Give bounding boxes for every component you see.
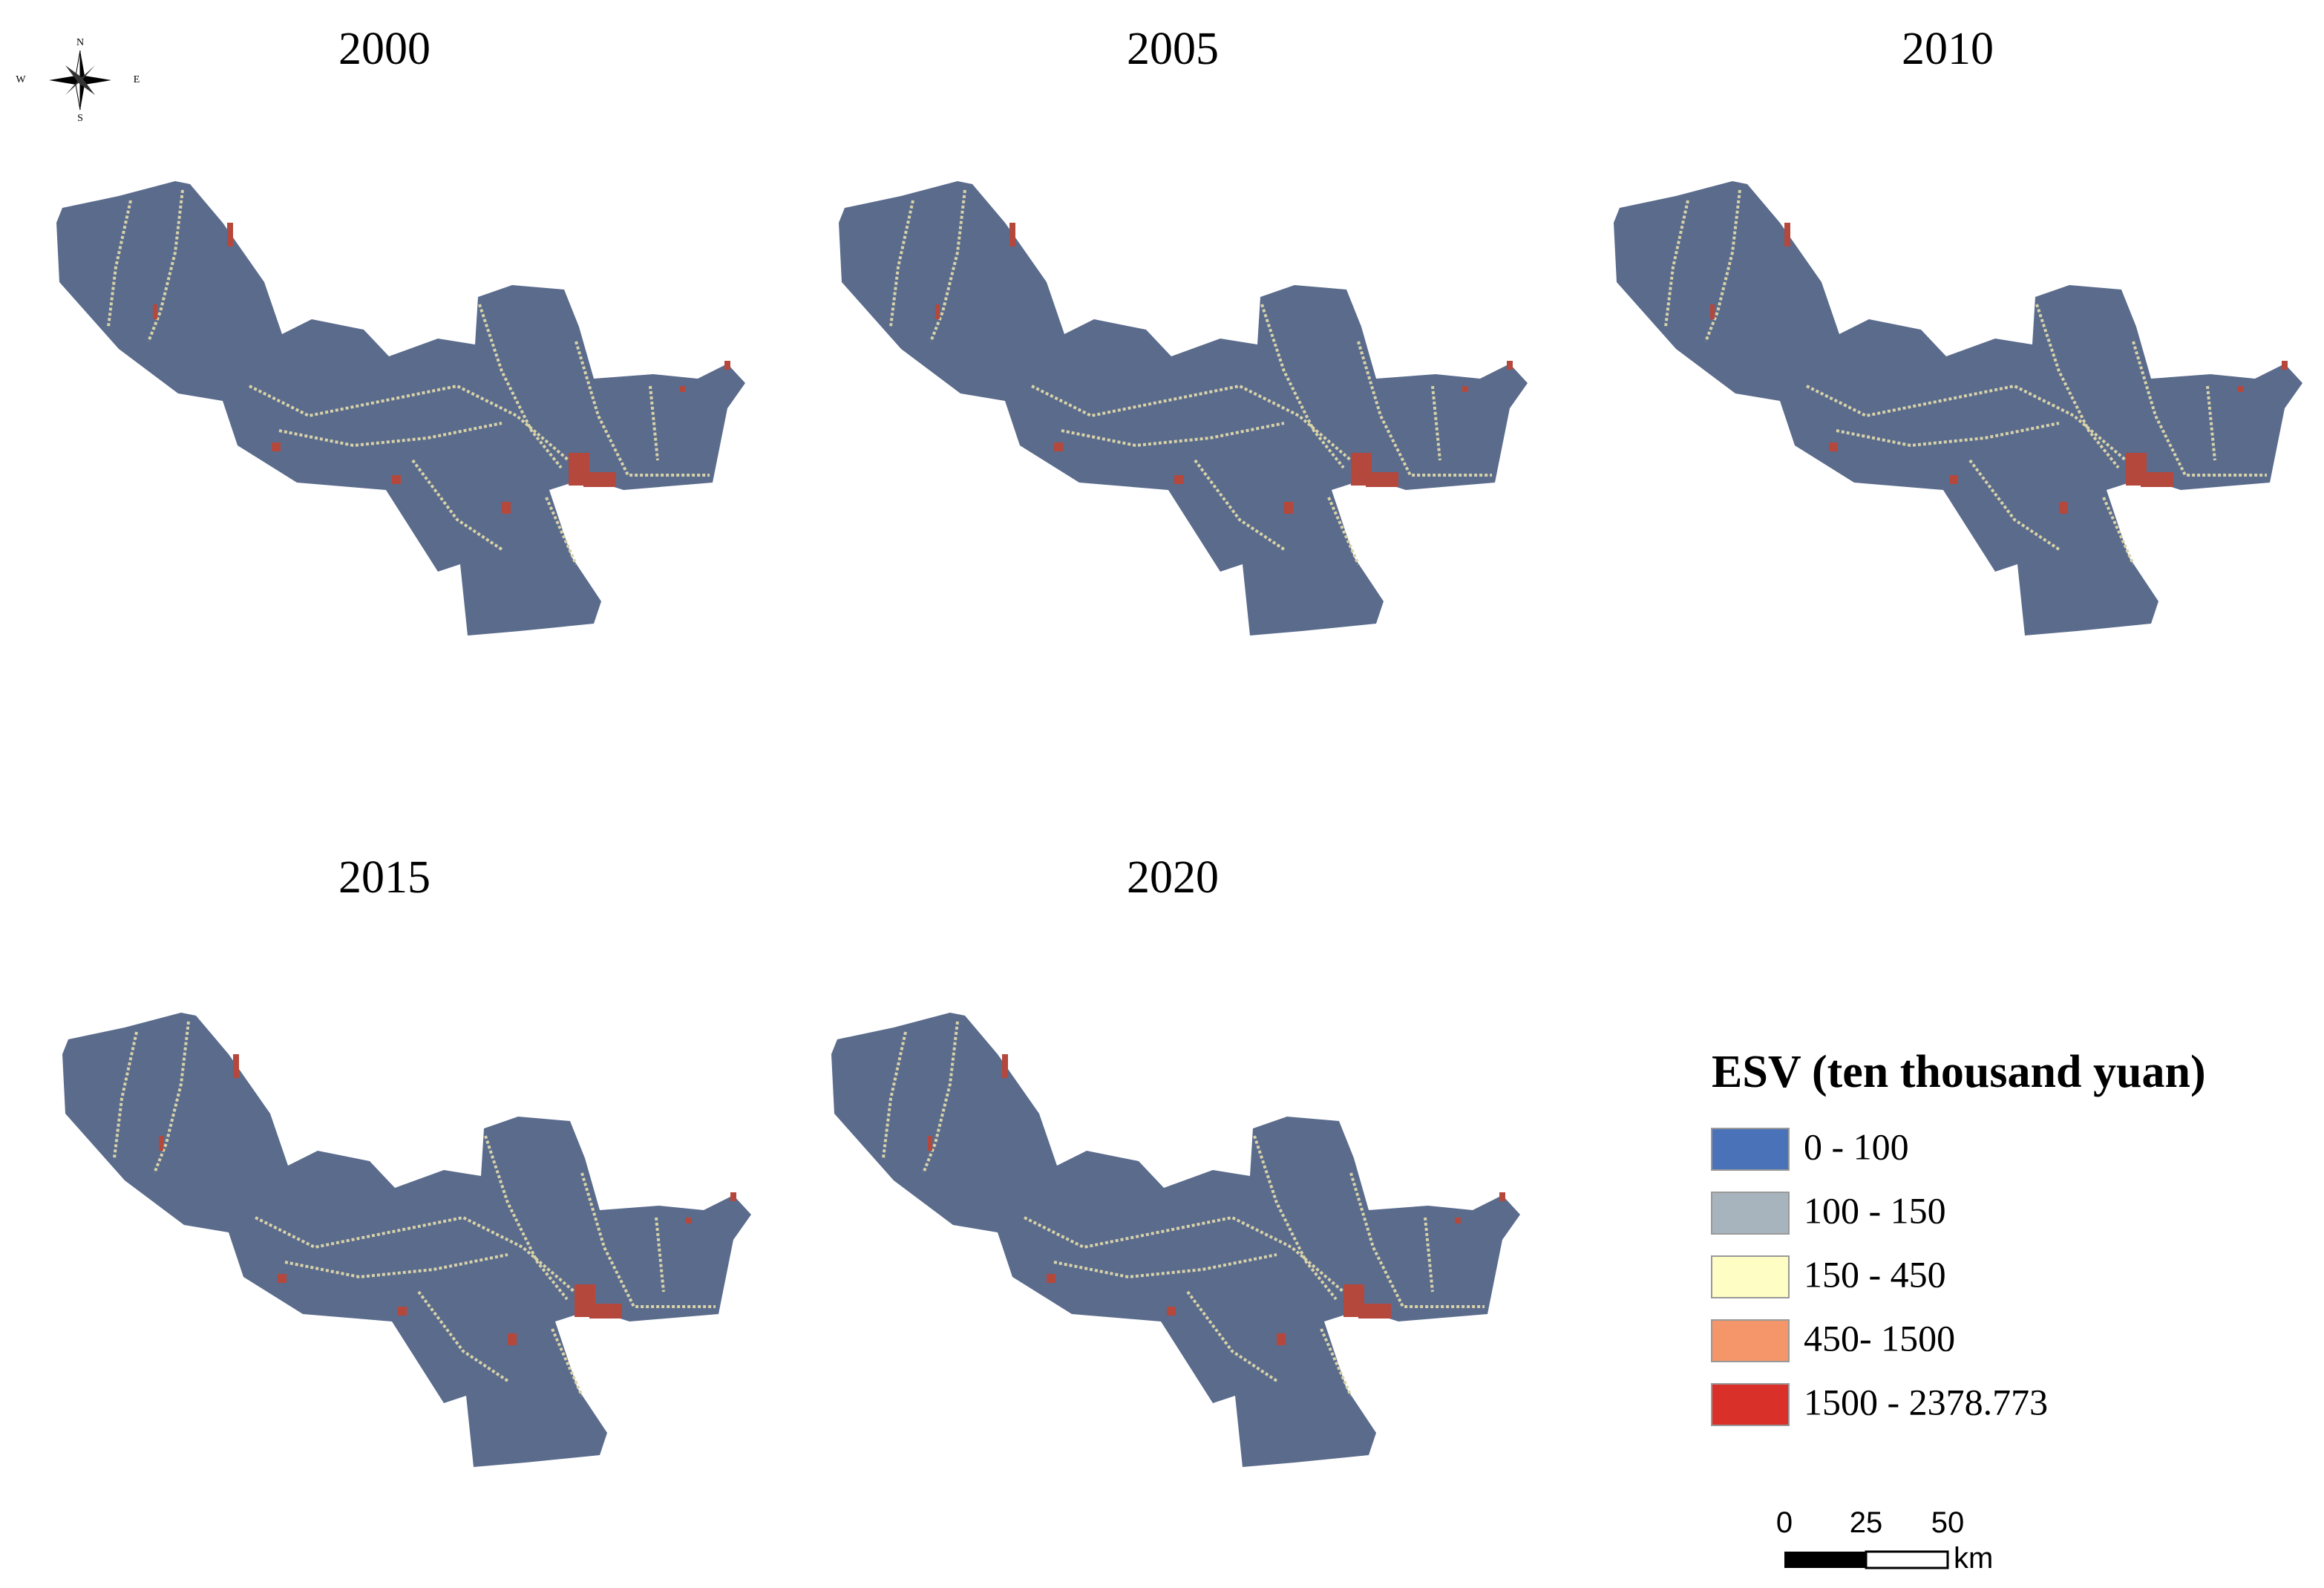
region-map [830, 1011, 1522, 1468]
region-map [1612, 180, 2304, 637]
scale-bar: 0 25 50 km [1776, 1506, 1993, 1575]
map-panel: 2020 [830, 852, 1522, 1468]
map-panel: 2000 [55, 24, 747, 637]
compass-south: S [77, 113, 83, 124]
compass: N S E W [16, 37, 140, 124]
map-year: 2005 [1127, 24, 1219, 74]
region-map [61, 1011, 753, 1468]
legend-title: ESV (ten thousand yuan) [1712, 1047, 2206, 1097]
region-map [837, 180, 1529, 637]
map-year: 2020 [1127, 852, 1219, 903]
scale-label: 50 [1931, 1506, 1965, 1539]
compass-east: E [134, 74, 140, 85]
compass-west: W [16, 74, 26, 85]
legend-swatch [1711, 1319, 1790, 1362]
scale-label: 0 [1776, 1506, 1793, 1539]
scale-unit: km [1954, 1542, 1993, 1575]
legend-swatch [1711, 1192, 1790, 1235]
legend-label: 100 - 150 [1804, 1189, 1946, 1231]
legend-label: 0 - 100 [1804, 1125, 1909, 1167]
region-map [55, 180, 747, 637]
map-panel: 2015 [61, 852, 753, 1468]
compass-north: N [76, 37, 84, 48]
legend-swatch [1711, 1383, 1790, 1426]
legend-swatch [1711, 1255, 1790, 1298]
legend-swatch [1711, 1128, 1790, 1171]
legend-label: 450- 1500 [1804, 1317, 1955, 1359]
scale-segment [1784, 1552, 1866, 1568]
scale-segment [1865, 1550, 1949, 1569]
map-year: 2000 [338, 24, 431, 74]
scale-label: 25 [1850, 1506, 1883, 1539]
map-panel: 2010 [1612, 24, 2304, 637]
legend-label: 1500 - 2378.773 [1804, 1381, 2048, 1422]
map-year: 2015 [338, 852, 431, 903]
legend-label: 150 - 450 [1804, 1253, 1946, 1295]
map-year: 2010 [1902, 24, 1994, 74]
legend: ESV (ten thousand yuan) 0 - 100 100 - 150… [1711, 1047, 2206, 1426]
map-panel: 2005 [837, 24, 1529, 637]
